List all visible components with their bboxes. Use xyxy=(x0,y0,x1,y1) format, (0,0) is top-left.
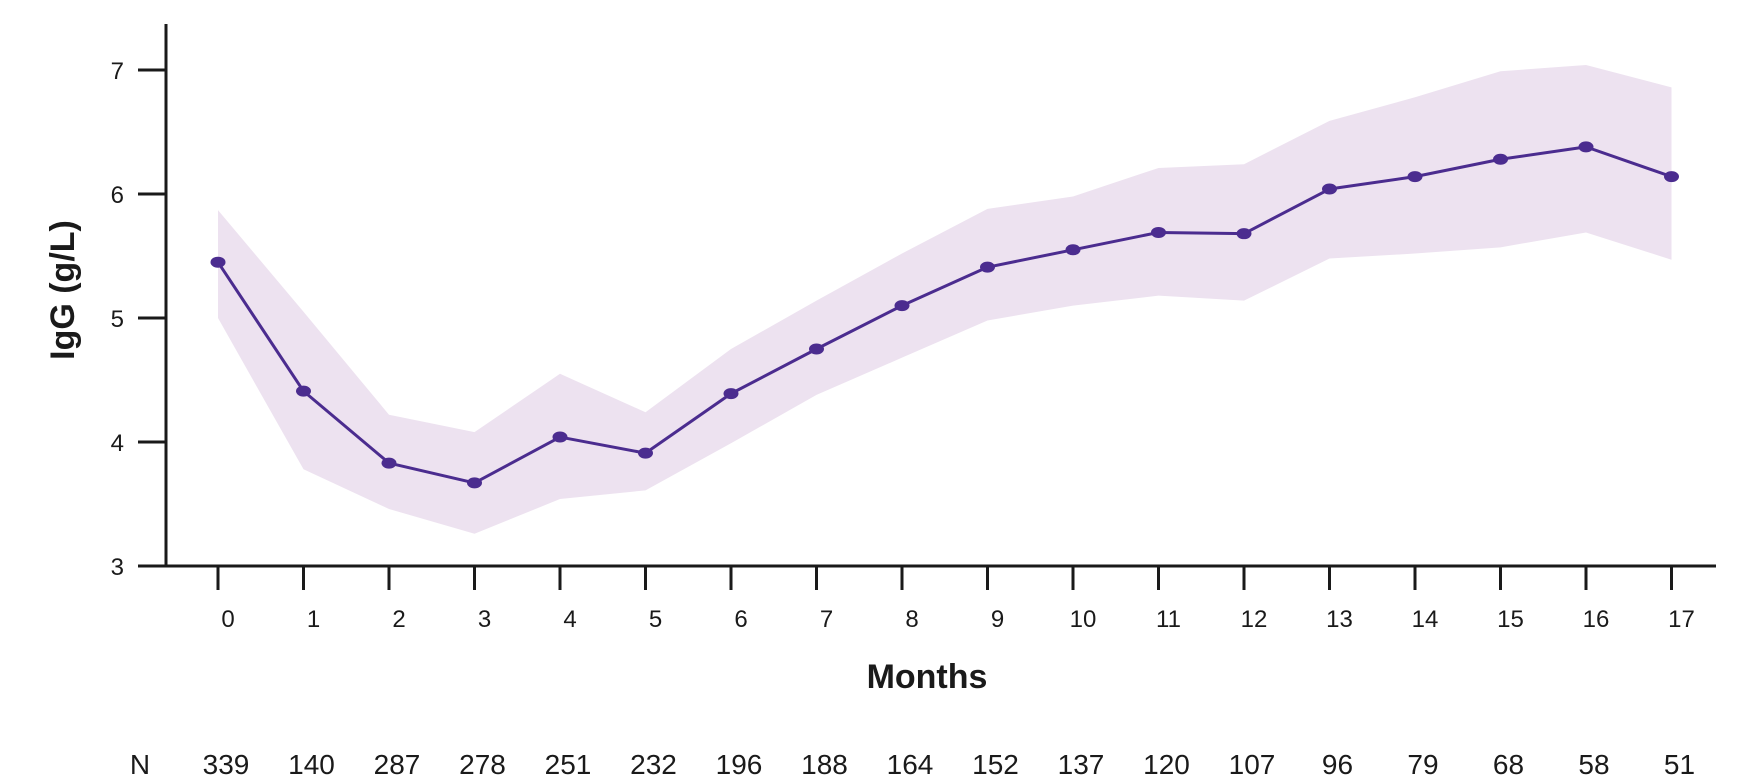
n-value: 51 xyxy=(1664,749,1695,780)
y-ticks: 3 4 5 6 7 xyxy=(111,58,166,581)
x-tick-label: 6 xyxy=(734,606,747,633)
n-row-label: N xyxy=(130,749,150,780)
data-point xyxy=(381,457,397,469)
x-tick-label: 12 xyxy=(1241,606,1268,633)
data-point xyxy=(467,477,482,489)
data-point xyxy=(296,385,311,397)
x-tick-label: 1 xyxy=(307,606,320,633)
x-tick-label: 7 xyxy=(820,606,833,633)
data-point xyxy=(1664,171,1679,183)
series-line-layer xyxy=(216,145,1672,485)
y-tick-label: 4 xyxy=(111,430,124,457)
n-value: 137 xyxy=(1058,749,1105,780)
x-tick-label: 13 xyxy=(1326,606,1353,633)
n-value: 278 xyxy=(459,749,506,780)
y-axis-title: IgG (g/L) xyxy=(44,220,82,360)
x-tick-label: 9 xyxy=(991,606,1004,633)
x-tick-label: 2 xyxy=(392,606,405,633)
y-tick-label: 3 xyxy=(111,554,124,581)
x-tick-label: 4 xyxy=(563,606,576,633)
n-value: 68 xyxy=(1493,749,1524,780)
n-value: 152 xyxy=(972,749,1019,780)
n-value: 140 xyxy=(288,749,335,780)
x-axis-title: Months xyxy=(867,658,988,696)
x-tick-label: 8 xyxy=(905,606,918,633)
data-point xyxy=(723,388,739,400)
data-point xyxy=(1407,171,1423,183)
y-tick-label: 5 xyxy=(111,306,124,333)
data-point xyxy=(809,343,824,355)
x-ticks: 0 1 2 3 4 5 6 7 8 9 10 11 12 13 14 15 16 17 xyxy=(216,566,1695,633)
n-value: 339 xyxy=(203,749,250,780)
x-tick-label: 3 xyxy=(478,606,491,633)
data-point xyxy=(638,447,653,459)
n-value: 107 xyxy=(1229,749,1276,780)
y-tick-label: 7 xyxy=(111,58,124,85)
data-point xyxy=(894,300,910,312)
x-tick-label: 5 xyxy=(649,606,662,633)
confidence-band xyxy=(218,65,1672,534)
n-value: 251 xyxy=(545,749,592,780)
data-point xyxy=(210,256,226,268)
n-value: 120 xyxy=(1143,749,1190,780)
n-value: 79 xyxy=(1407,749,1438,780)
n-row: N 339 140 287 278 251 232 196 188 164 152 137 120 10… xyxy=(130,749,1695,780)
data-point xyxy=(1236,228,1252,240)
n-value: 287 xyxy=(374,749,421,780)
n-value: 188 xyxy=(801,749,848,780)
series-line xyxy=(216,145,1672,485)
x-tick-label: 14 xyxy=(1412,606,1439,633)
x-tick-label: 0 xyxy=(221,606,234,633)
x-tick-label: 17 xyxy=(1668,606,1695,633)
axes xyxy=(164,24,1716,568)
data-point xyxy=(552,431,568,443)
data-point xyxy=(1065,244,1081,256)
x-tick-label: 15 xyxy=(1497,606,1524,633)
data-point xyxy=(1151,226,1166,238)
data-point xyxy=(980,261,995,273)
n-value: 58 xyxy=(1578,749,1609,780)
n-value: 196 xyxy=(716,749,763,780)
data-point xyxy=(1322,183,1337,195)
y-tick-label: 6 xyxy=(111,182,124,209)
n-value: 96 xyxy=(1322,749,1353,780)
confidence-band-layer xyxy=(218,65,1672,534)
x-tick-label: 10 xyxy=(1070,606,1097,633)
x-tick-label: 16 xyxy=(1583,606,1610,633)
data-point xyxy=(1493,153,1508,165)
n-value: 232 xyxy=(630,749,677,780)
n-value: 164 xyxy=(887,749,934,780)
series-points xyxy=(210,141,1679,489)
x-tick-label: 11 xyxy=(1156,606,1181,633)
data-point xyxy=(1578,141,1594,153)
